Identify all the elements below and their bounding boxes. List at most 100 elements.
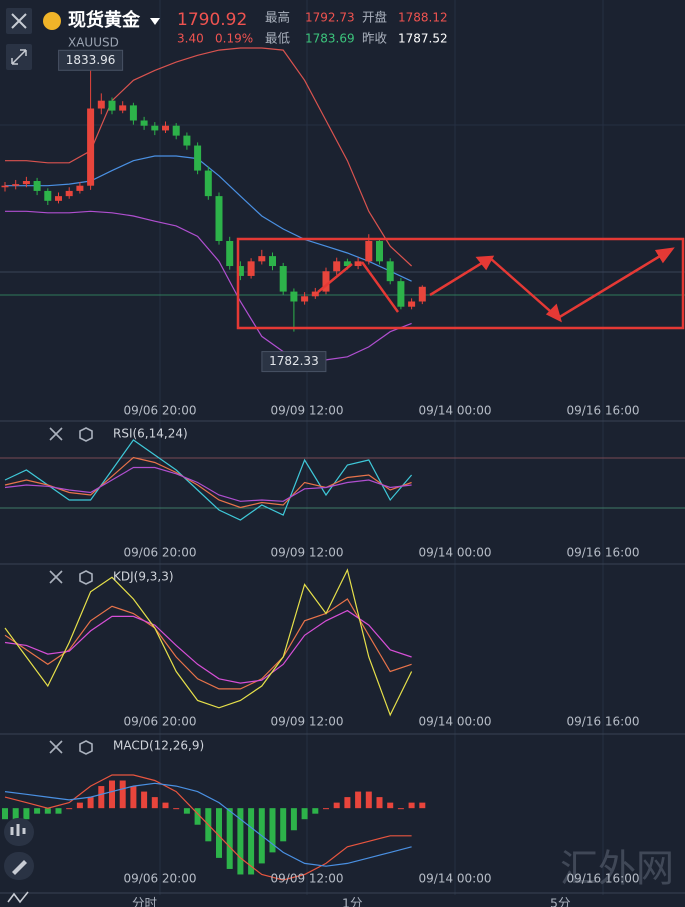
label: 昨收	[362, 31, 388, 46]
change-pct: 0.19%	[215, 32, 253, 46]
prev-close: 1787.52	[398, 32, 448, 46]
candle-body	[311, 291, 319, 297]
time-label: 09/06 20:00	[124, 715, 197, 729]
candle-body	[376, 240, 383, 262]
settings-icon[interactable]	[79, 427, 93, 442]
macd-bar	[376, 797, 383, 809]
annotation-box	[236, 237, 685, 330]
indicator-title: RSI(6,14,24)	[113, 427, 188, 441]
macd-bar	[173, 808, 180, 810]
macd-bar	[109, 780, 115, 809]
candle-body	[397, 281, 405, 307]
separators	[0, 420, 685, 894]
tab[interactable]: 分时	[132, 896, 158, 907]
candle-body	[33, 181, 41, 191]
label: 最高	[265, 10, 290, 25]
candle-body	[226, 240, 234, 267]
time-label: 09/09 12:00	[271, 546, 344, 560]
time-label: 09/14 00:00	[419, 715, 492, 729]
macd-bar	[237, 808, 244, 875]
close-icon[interactable]	[49, 740, 63, 754]
close-icon[interactable]	[49, 570, 63, 584]
macd-bar	[301, 808, 308, 820]
close-icon[interactable]	[49, 427, 63, 441]
time-label: 09/06 20:00	[124, 872, 197, 886]
macd-bar	[194, 808, 201, 825]
candle-body	[97, 100, 105, 109]
macd-bar	[216, 808, 222, 858]
indicator-line	[4, 466, 412, 502]
instrument-name[interactable]: 现货黄金	[68, 9, 141, 31]
candle-body	[322, 271, 330, 292]
candle-body	[108, 100, 116, 111]
line-icon	[7, 891, 29, 904]
indicator-title: MACD(12,26,9)	[113, 739, 204, 753]
gold-icon	[43, 12, 61, 30]
time-label: 09/16 16:00	[567, 872, 640, 886]
extreme-label: 1782.33	[269, 354, 319, 368]
label: 开盘	[362, 10, 387, 25]
pen-icon	[12, 860, 27, 875]
macd-bar	[312, 808, 319, 814]
macd-bar	[419, 802, 426, 809]
macd-bar	[141, 791, 148, 809]
low: 1783.69	[305, 32, 355, 46]
candle-body	[236, 266, 244, 276]
candle-body	[418, 286, 426, 302]
candle-body	[343, 261, 351, 267]
macd-bar	[280, 808, 287, 842]
time-label: 09/16 16:00	[567, 404, 640, 418]
candle-body	[301, 296, 309, 302]
tab[interactable]: 1分	[342, 896, 362, 907]
candle-body	[194, 145, 202, 171]
macd-bar	[333, 802, 340, 809]
settings-icon[interactable]	[79, 740, 93, 755]
macd-bar	[23, 808, 30, 820]
macd-bar	[44, 808, 51, 814]
change: 3.40	[177, 32, 204, 46]
indicator-line	[5, 47, 413, 267]
candle-body	[140, 120, 148, 126]
settings-icon[interactable]	[79, 570, 93, 585]
time-label: 09/09 12:00	[271, 404, 344, 418]
annotation	[236, 237, 685, 330]
macd-bar	[387, 802, 394, 809]
extreme-label-box	[261, 351, 327, 373]
macd-bar	[355, 791, 362, 809]
macd-bar	[55, 808, 62, 814]
indicator-line	[4, 456, 412, 509]
macd-bar	[130, 786, 137, 809]
candle-body	[172, 125, 180, 136]
candle-body	[55, 196, 62, 201]
arrow	[317, 263, 353, 293]
macd-bar	[344, 797, 351, 809]
candle-body	[162, 125, 169, 131]
macd-bar	[98, 786, 105, 809]
macd-bar	[290, 808, 297, 831]
time-label: 09/06 20:00	[124, 404, 197, 418]
macd-bar	[12, 808, 19, 820]
candle-body	[215, 196, 223, 241]
time-label: 09/14 00:00	[419, 872, 492, 886]
dropdown-icon[interactable]	[150, 18, 160, 25]
macd-bar	[66, 808, 73, 810]
macd-bar	[2, 808, 8, 820]
candle-body	[269, 256, 276, 267]
macd-bar	[408, 802, 415, 809]
macd-bar	[119, 780, 126, 809]
indicator-line	[4, 782, 412, 867]
macd-bar	[162, 802, 169, 809]
arrow-head	[654, 247, 675, 264]
time-label: 09/09 12:00	[271, 715, 344, 729]
candle-body	[365, 240, 373, 262]
arrow-head	[545, 303, 562, 323]
candle-icon	[10, 824, 26, 836]
candle-body	[333, 261, 341, 272]
indicator-line	[4, 609, 412, 684]
tab[interactable]: 5分	[550, 896, 570, 907]
macd-bar	[397, 808, 404, 810]
candle-body	[408, 301, 416, 307]
